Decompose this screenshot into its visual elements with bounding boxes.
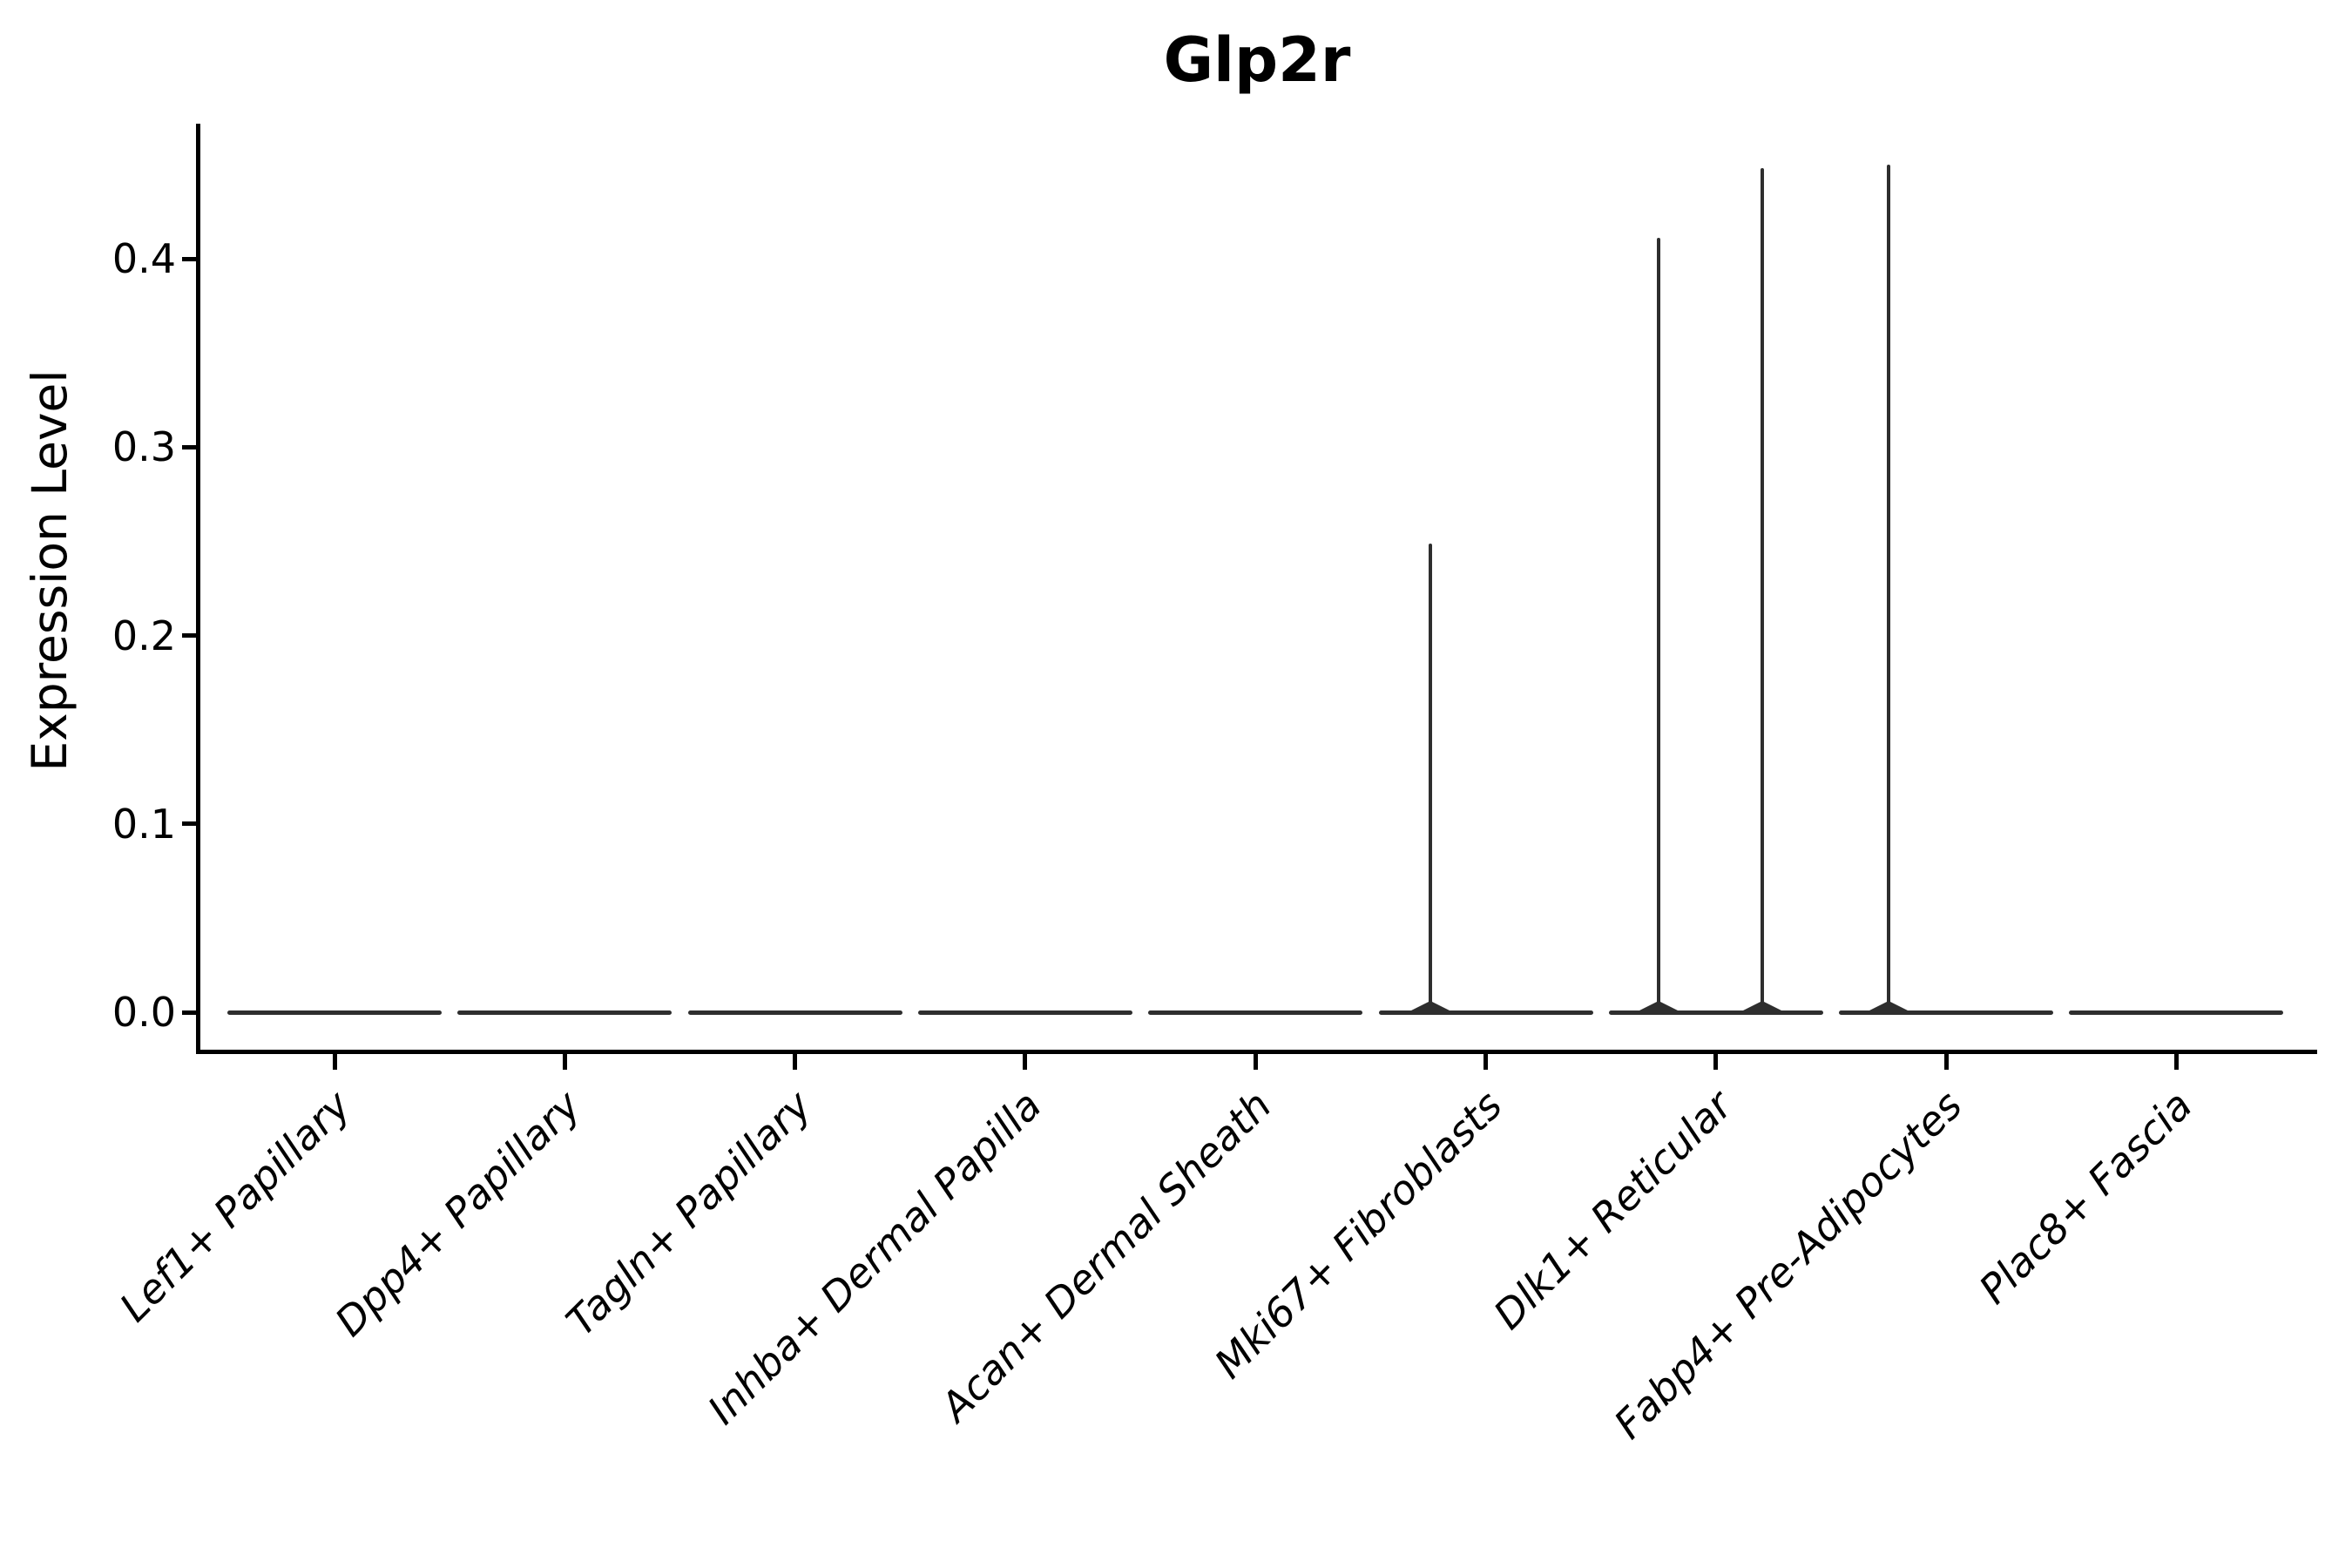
y-tick-label: 0.2 [112,612,176,659]
violin-body [457,1010,672,1015]
y-axis-spine [196,124,200,1054]
x-tick-label: Plac8+ Fascia [1970,1081,2202,1313]
y-tick-mark [182,1010,198,1015]
y-tick-label: 0.1 [112,800,176,848]
violin-spike [1656,238,1660,1012]
x-tick-label: Dlk1+ Reticular [1484,1081,1741,1339]
x-tick-label: Dpp4+ Papillary [326,1081,591,1346]
x-tick-mark [562,1054,567,1070]
x-axis-spine [196,1050,2317,1054]
x-tick-mark [332,1054,337,1070]
violin-spike [1428,543,1432,1012]
violin-body [2069,1010,2284,1015]
x-tick-mark [1023,1054,1028,1070]
violin-spike-base [1635,1001,1681,1012]
y-tick-label: 0.0 [112,989,176,1036]
x-tick-label: Fabp4+ Pre-Adipocytes [1605,1081,1971,1449]
x-tick-label: Tagln+ Papillary [557,1081,821,1345]
x-tick-label: Inhba+ Dermal Papilla [698,1081,1051,1434]
y-tick-label: 0.3 [112,423,176,471]
violin-spike-base [1739,1001,1785,1012]
violin-body [687,1010,902,1015]
y-tick-mark [182,444,198,449]
violin-spike-base [1866,1001,1912,1012]
x-tick-mark [793,1054,798,1070]
violin-body [1148,1010,1363,1015]
violin-body [917,1010,1132,1015]
y-tick-mark [182,821,198,827]
violin-body [1839,1010,2054,1015]
violin-spike [1760,168,1764,1012]
x-tick-mark [2173,1054,2179,1070]
violin-spike [1887,164,1891,1012]
x-tick-label: Mki67+ Fibroblasts [1205,1081,1511,1388]
x-tick-label: Acan+ Dermal Sheath [931,1081,1281,1431]
x-tick-mark [1943,1054,1949,1070]
y-axis-label: Expression Level [22,369,78,772]
y-tick-label: 0.4 [112,235,176,282]
violin-body [1378,1010,1593,1015]
y-tick-mark [182,633,198,638]
x-tick-mark [1713,1054,1719,1070]
x-tick-mark [1253,1054,1258,1070]
chart-title: Glp2r [1163,24,1351,96]
x-tick-mark [1484,1054,1488,1070]
y-tick-mark [182,256,198,261]
violin-body [1608,1010,1823,1015]
violin-body [227,1010,442,1015]
violin-spike-base [1407,1001,1453,1012]
